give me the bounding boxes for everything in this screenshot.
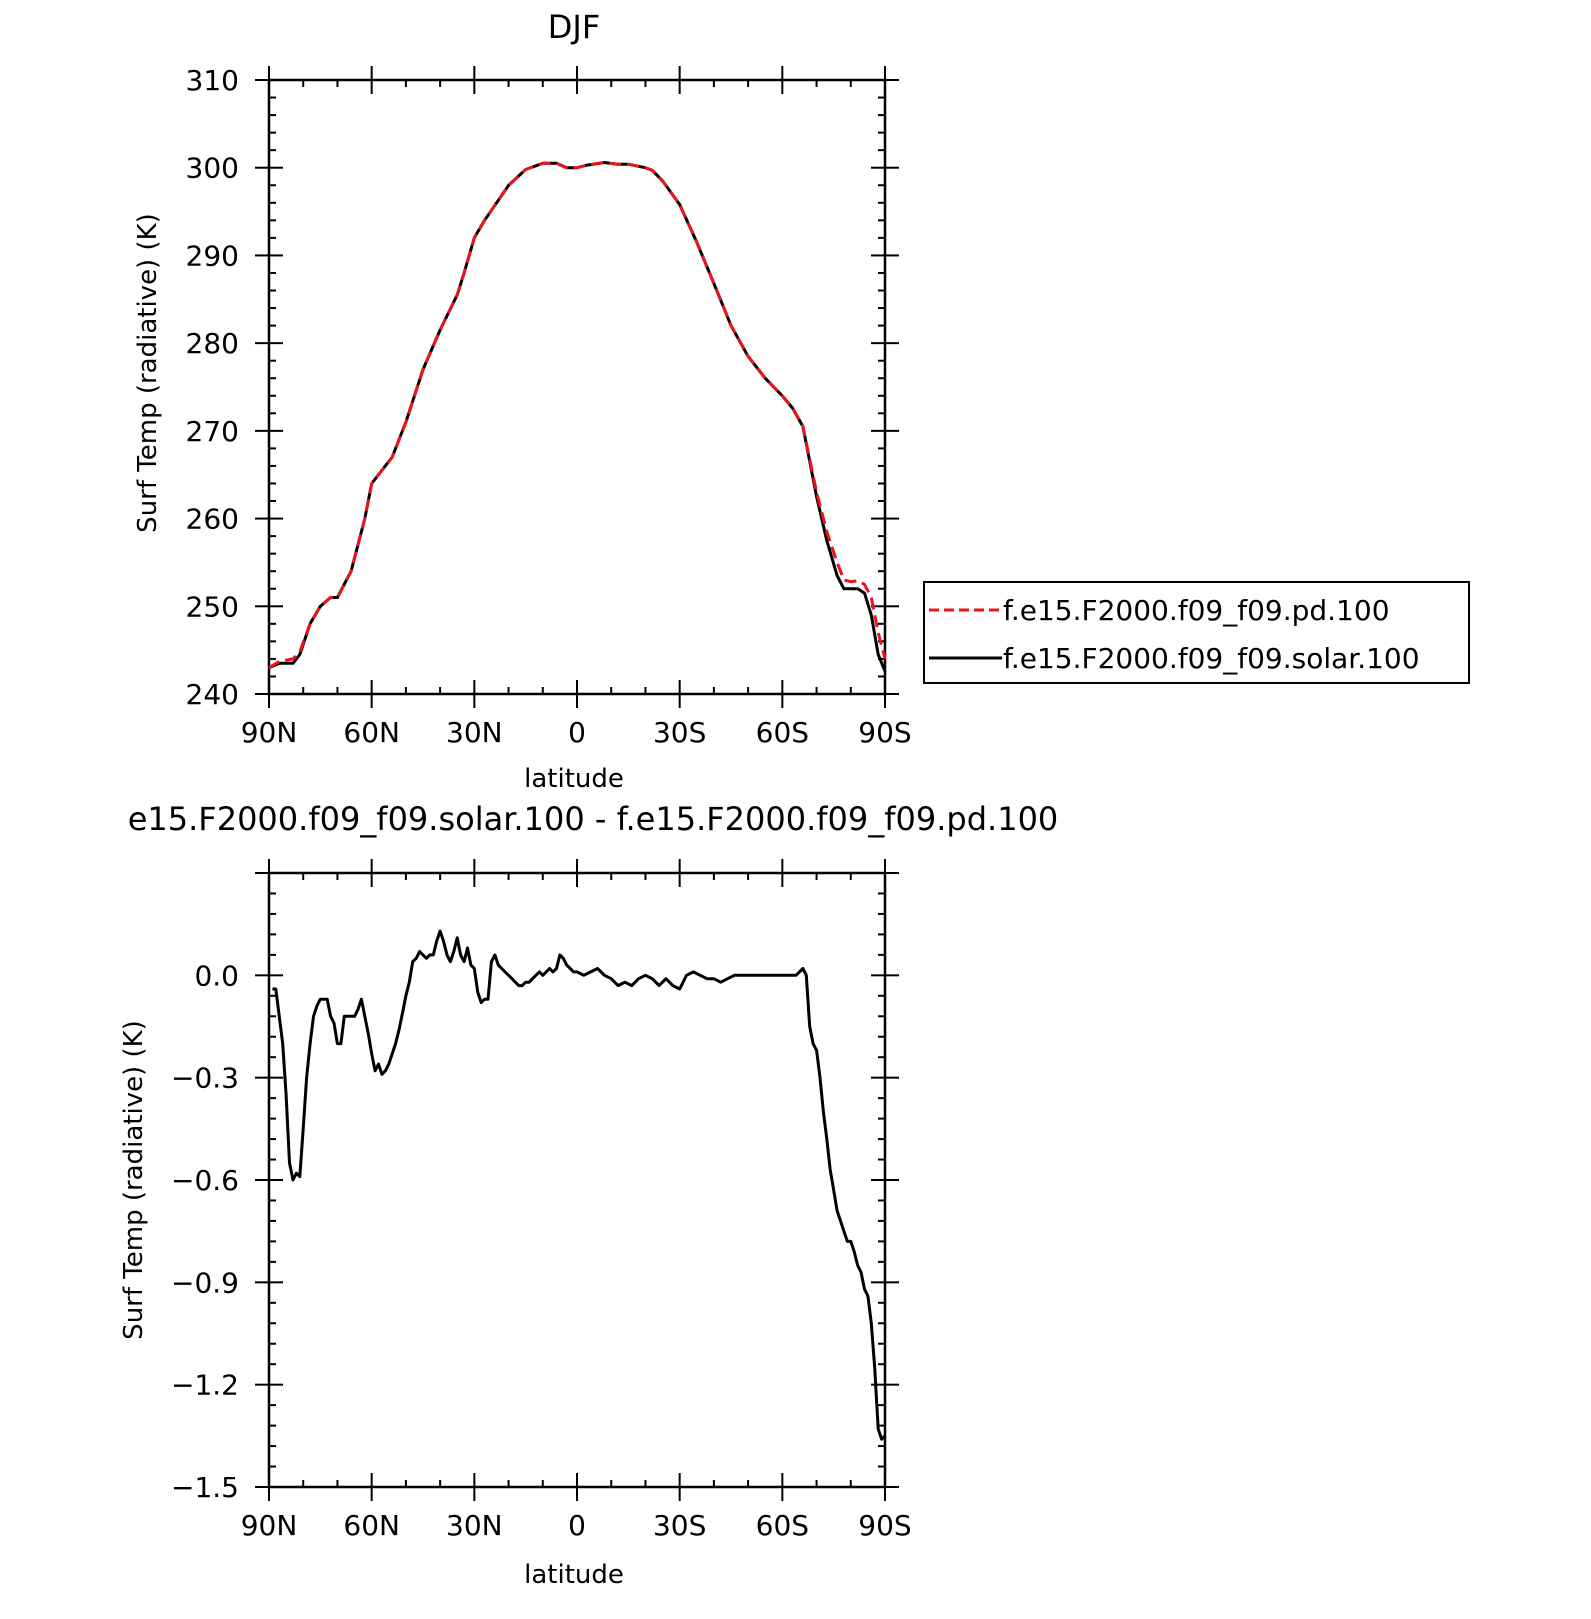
bottom-x-tick-label: 90N — [241, 1509, 298, 1542]
top-x-axis-label: latitude — [524, 764, 624, 794]
bottom-y-tick-label: −0.9 — [171, 1266, 239, 1299]
top-y-tick-label: 240 — [186, 678, 239, 711]
top-x-tick-label: 0 — [568, 716, 586, 749]
bottom-series-line-1 — [272, 929, 887, 1441]
bottom-chart-marks: 90N 60N 30N 0 30S 60S 90S −1.5 −1.2 −0.9 −0.6 −0.3 0… — [171, 859, 912, 1542]
top-x-tick-label: 30S — [653, 716, 706, 749]
bottom-plot-frame — [267, 871, 887, 1489]
top-x-tick-label: 90N — [241, 716, 298, 749]
bottom-x-tick-label: 30S — [653, 1509, 706, 1542]
top-y-tick-label: 260 — [186, 503, 239, 536]
top-y-tick-label: 310 — [186, 64, 239, 97]
bottom-x-tick-label: 60N — [343, 1509, 400, 1542]
legend-box — [923, 581, 1470, 684]
bottom-y-tick-label: −1.5 — [171, 1471, 239, 1504]
legend-label-solar: f.e15.F2000.f09_f09.solar.100 — [1003, 642, 1420, 675]
legend: f.e15.F2000.f09_f09.pd.100 f.e15.F2000.f… — [923, 581, 1470, 684]
bottom-y-axis-label: Surf Temp (radiative) (K) — [119, 1020, 149, 1340]
top-y-tick-label: 250 — [186, 590, 239, 623]
bottom-panel: e15.F2000.f09_f09.solar.100 - f.e15.F200… — [119, 800, 1058, 1590]
top-series-line-2 — [268, 161, 887, 672]
top-x-tick-label: 90S — [858, 716, 911, 749]
top-y-axis-label: Surf Temp (radiative) (K) — [133, 213, 163, 533]
bottom-y-tick-label: −0.6 — [171, 1164, 239, 1197]
bottom-x-tick-label: 0 — [568, 1509, 586, 1542]
top-x-tick-label: 30N — [446, 716, 503, 749]
bottom-x-axis-label: latitude — [524, 1560, 624, 1590]
bottom-chart-title: e15.F2000.f09_f09.solar.100 - f.e15.F200… — [128, 800, 1059, 838]
top-series-line-1 — [268, 161, 887, 669]
top-x-tick-label: 60N — [343, 716, 400, 749]
legend-label-pd: f.e15.F2000.f09_f09.pd.100 — [1003, 594, 1390, 627]
top-panel: DJF 90N 60N 30N 0 30S 60S 90S 240 250 260 270 280 29… — [133, 8, 912, 794]
top-plot-frame — [267, 78, 887, 696]
bottom-x-tick-label: 30N — [446, 1509, 503, 1542]
top-chart-title: DJF — [548, 8, 600, 46]
top-y-tick-label: 280 — [186, 327, 239, 360]
bottom-y-tick-label: −0.3 — [171, 1062, 239, 1095]
top-y-tick-label: 300 — [186, 152, 239, 185]
top-y-tick-label: 290 — [186, 239, 239, 272]
top-chart-marks: 90N 60N 30N 0 30S 60S 90S 240 250 260 270 280 290 300… — [186, 64, 912, 749]
top-y-tick-label: 270 — [186, 415, 239, 448]
bottom-x-tick-label: 90S — [858, 1509, 911, 1542]
top-x-tick-label: 60S — [756, 716, 809, 749]
bottom-y-tick-label: 0.0 — [194, 959, 239, 992]
bottom-x-tick-label: 60S — [756, 1509, 809, 1542]
bottom-y-tick-label: −1.2 — [171, 1369, 239, 1402]
